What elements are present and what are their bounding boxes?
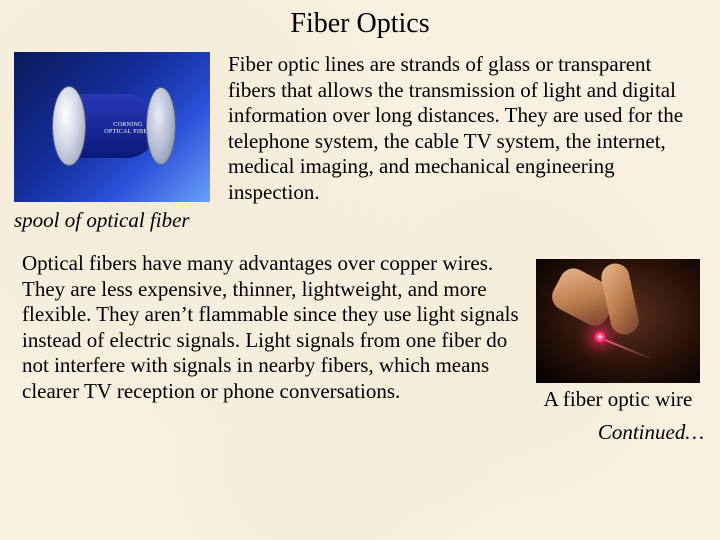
wire-caption: A fiber optic wire — [532, 383, 704, 412]
page-title: Fiber Optics — [0, 0, 720, 46]
spool-body-graphic: CORNING OPTICAL FIBER — [52, 86, 172, 166]
continued-label: Continued… — [532, 412, 704, 445]
spool-image: CORNING OPTICAL FIBER — [14, 52, 210, 202]
spool-product-label: CORNING OPTICAL FIBER — [104, 122, 152, 135]
wire-image — [536, 259, 700, 383]
hand-index-finger — [599, 261, 641, 337]
row-advantages: Optical fibers have many advantages over… — [0, 233, 720, 445]
fiber-strand — [600, 337, 651, 359]
spool-caption: spool of optical fiber — [14, 202, 214, 233]
spool-column: CORNING OPTICAL FIBER spool of optical f… — [14, 52, 214, 233]
advantages-paragraph: Optical fibers have many advantages over… — [22, 251, 532, 445]
spool-label-line1: CORNING — [113, 122, 142, 128]
spool-flange-left — [52, 86, 86, 166]
fiber-glow-icon — [594, 331, 606, 343]
intro-paragraph: Fiber optic lines are strands of glass o… — [214, 52, 706, 233]
spool-label-line2: OPTICAL FIBER — [104, 129, 152, 135]
spool-flange-right — [146, 87, 176, 165]
wire-column: A fiber optic wire Continued… — [532, 251, 706, 445]
row-intro: CORNING OPTICAL FIBER spool of optical f… — [0, 46, 720, 233]
